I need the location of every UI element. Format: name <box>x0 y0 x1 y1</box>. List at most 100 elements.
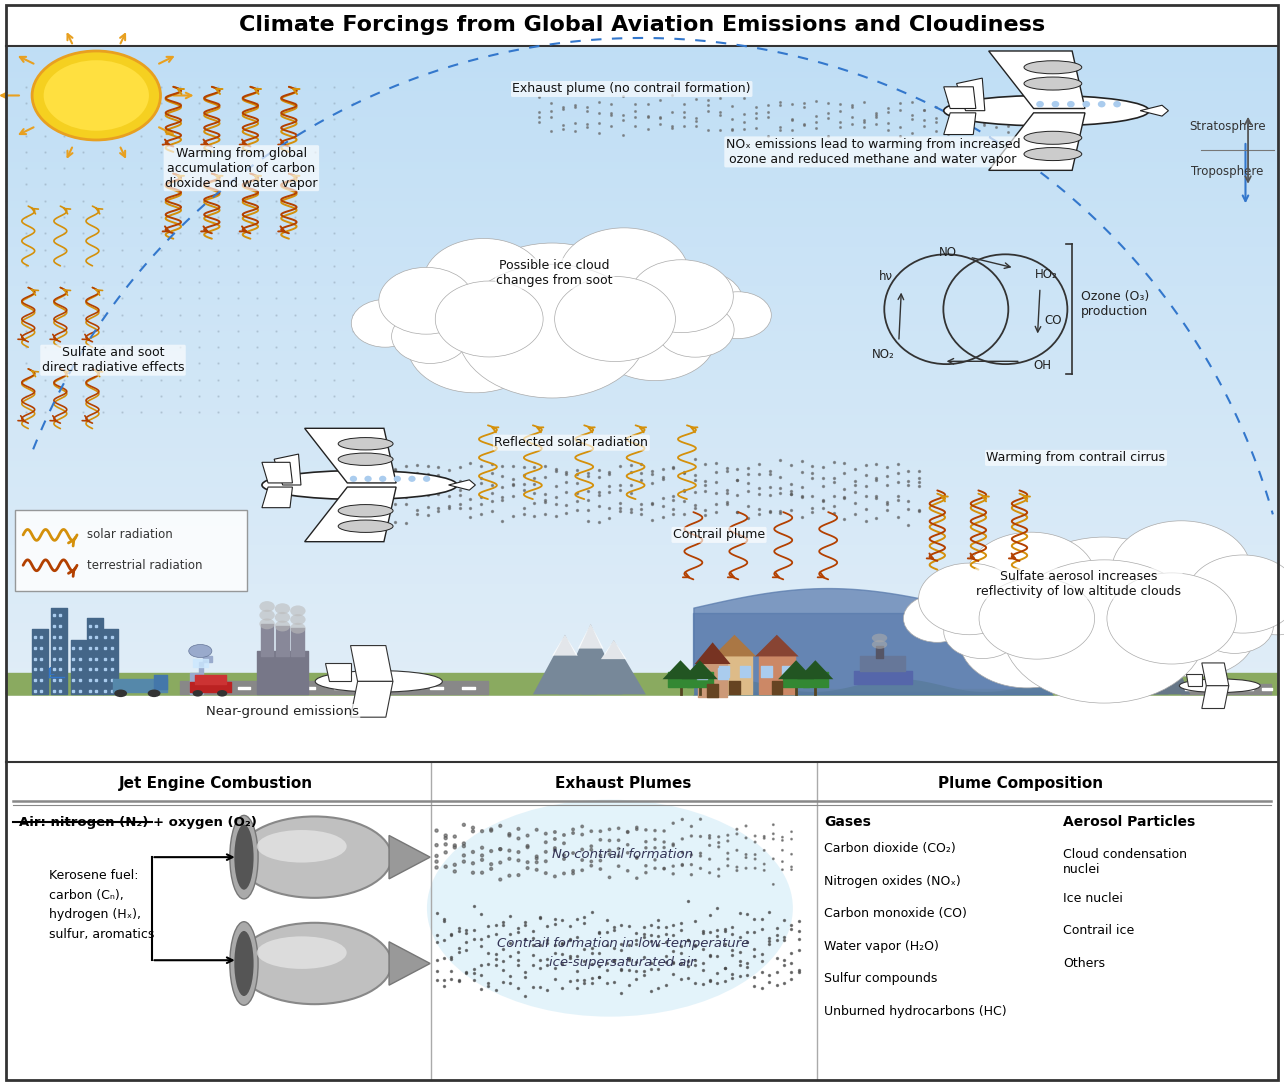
Point <box>428 502 448 520</box>
Point <box>439 474 460 492</box>
Text: Ozone (O₃)
production: Ozone (O₃) production <box>1081 290 1149 318</box>
Point <box>707 921 728 939</box>
Point <box>745 846 765 864</box>
Point <box>746 119 767 137</box>
Point <box>582 841 602 858</box>
Point <box>729 957 750 974</box>
Point <box>544 936 565 954</box>
Point <box>598 463 619 481</box>
Point <box>524 458 544 475</box>
Polygon shape <box>663 660 698 679</box>
Point <box>802 457 823 474</box>
Point <box>610 482 630 499</box>
Point <box>589 923 610 941</box>
Point <box>710 122 731 139</box>
Polygon shape <box>262 487 293 508</box>
Point <box>578 464 598 482</box>
Point <box>544 824 565 841</box>
Point <box>661 87 682 104</box>
Point <box>460 474 480 492</box>
Point <box>926 110 946 127</box>
Point <box>530 936 551 954</box>
Point <box>763 825 783 842</box>
Point <box>781 457 801 474</box>
Point <box>471 852 492 869</box>
Point <box>517 839 538 856</box>
Point <box>709 834 729 852</box>
Point <box>686 117 706 135</box>
Point <box>442 962 462 980</box>
Point <box>601 106 621 124</box>
Point <box>736 846 756 864</box>
Point <box>998 124 1018 141</box>
Point <box>499 851 520 868</box>
Point <box>650 108 670 126</box>
Point <box>763 876 783 893</box>
Point <box>385 461 406 478</box>
Point <box>763 830 783 847</box>
Point <box>950 95 971 113</box>
Point <box>556 474 577 492</box>
Point <box>770 451 791 469</box>
Point <box>601 105 621 123</box>
Point <box>514 505 534 522</box>
Point <box>655 976 675 994</box>
Point <box>899 493 919 510</box>
Point <box>781 830 801 847</box>
Point <box>652 471 673 488</box>
Point <box>745 833 765 851</box>
Point <box>986 110 1007 127</box>
Point <box>434 949 455 967</box>
Point <box>619 961 639 979</box>
Point <box>716 494 737 511</box>
Point <box>426 962 447 980</box>
Point <box>877 468 898 485</box>
Point <box>526 847 547 865</box>
Point <box>845 460 865 477</box>
Ellipse shape <box>593 295 716 381</box>
Point <box>517 854 538 871</box>
Ellipse shape <box>872 634 887 642</box>
Point <box>962 100 982 117</box>
Point <box>407 486 428 503</box>
Point <box>600 845 620 863</box>
Point <box>535 492 556 509</box>
Point <box>791 463 811 481</box>
Point <box>618 837 638 854</box>
Point <box>574 914 594 931</box>
Point <box>802 470 823 487</box>
Point <box>684 450 705 468</box>
Point <box>530 908 551 926</box>
Point <box>909 477 930 495</box>
Point <box>950 118 971 136</box>
Point <box>654 833 674 851</box>
Polygon shape <box>1140 105 1168 116</box>
Point <box>578 501 598 519</box>
Point <box>442 926 462 943</box>
Point <box>700 837 720 854</box>
Point <box>700 851 720 868</box>
Point <box>759 486 779 503</box>
Point <box>746 105 767 123</box>
Ellipse shape <box>349 475 357 482</box>
Text: Contrail plume: Contrail plume <box>673 528 765 541</box>
Point <box>715 959 736 976</box>
Point <box>582 903 602 920</box>
Point <box>950 107 971 125</box>
Ellipse shape <box>466 243 638 365</box>
Point <box>541 103 561 120</box>
Point <box>686 108 706 126</box>
Ellipse shape <box>978 577 1094 659</box>
Point <box>565 114 586 131</box>
Point <box>618 824 638 841</box>
Point <box>845 495 865 512</box>
Point <box>482 476 502 494</box>
Point <box>503 458 524 475</box>
Point <box>788 941 809 958</box>
Point <box>637 120 657 138</box>
Point <box>663 966 683 983</box>
Polygon shape <box>262 462 293 483</box>
Point <box>975 115 995 132</box>
Point <box>813 458 833 475</box>
Point <box>524 470 544 487</box>
